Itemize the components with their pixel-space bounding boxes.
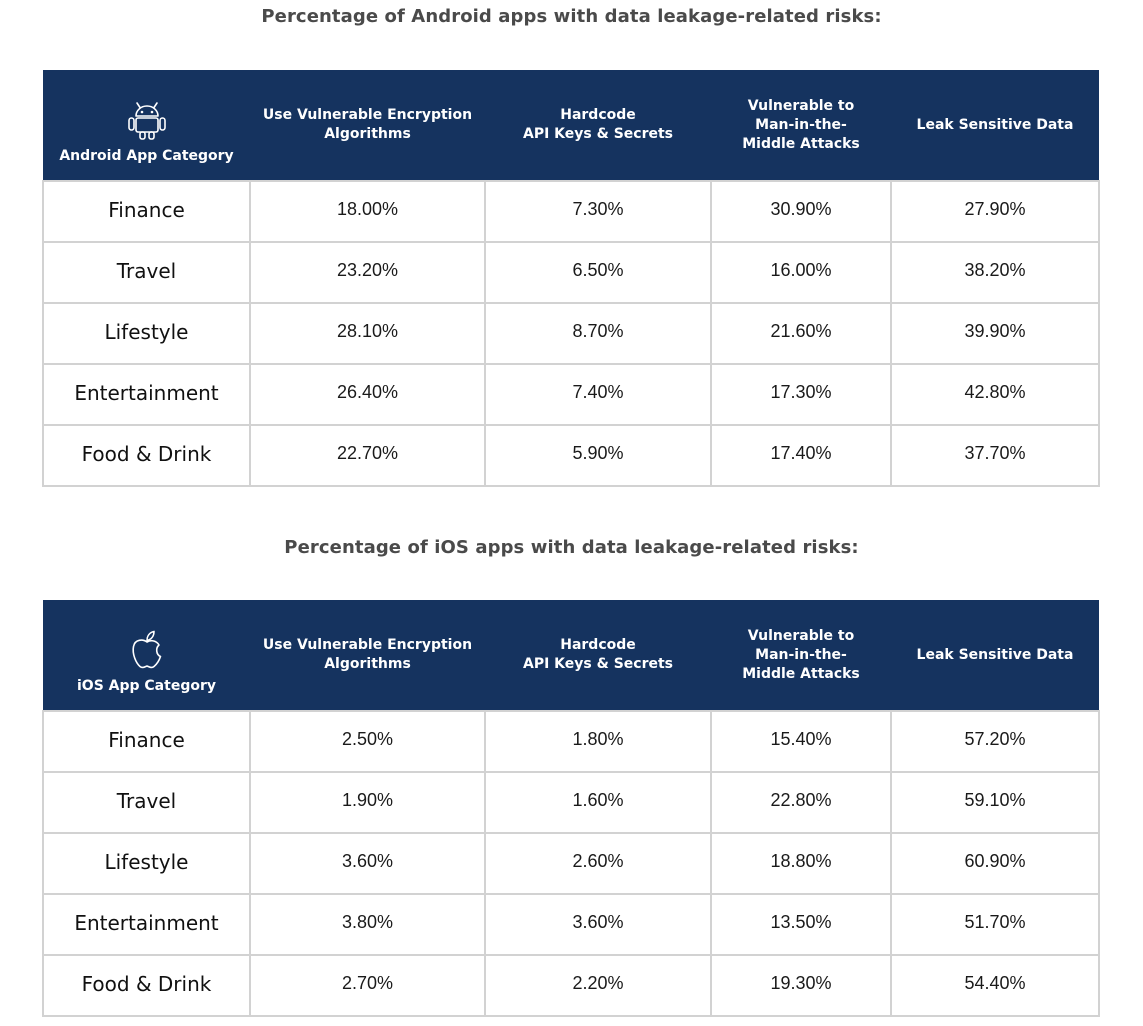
ios-leak-header: Leak Sensitive Data xyxy=(891,600,1099,711)
leak-cell: 37.70% xyxy=(890,424,1100,487)
leak-cell: 39.90% xyxy=(890,302,1100,365)
hardcode-cell: 7.40% xyxy=(484,363,712,426)
header-line: Hardcode xyxy=(560,107,636,123)
mitm-cell: 17.30% xyxy=(710,363,892,426)
header-line: Vulnerable to xyxy=(747,627,855,644)
leak-cell: 60.90% xyxy=(890,832,1100,895)
header-line: Use Vulnerable Encryption xyxy=(262,107,473,123)
leak-cell: 51.70% xyxy=(890,893,1100,956)
category-cell: Travel xyxy=(42,241,251,304)
apple-icon xyxy=(131,630,161,668)
mitm-cell: 21.60% xyxy=(710,302,892,365)
category-cell: Entertainment xyxy=(42,363,251,426)
header-line: Use Vulnerable Encryption xyxy=(262,637,473,653)
encryption-cell: 18.00% xyxy=(249,180,486,243)
category-cell: Finance xyxy=(42,180,251,243)
mitm-cell: 13.50% xyxy=(710,893,892,956)
encryption-cell: 26.40% xyxy=(249,363,486,426)
android-section-title: Percentage of Android apps with data lea… xyxy=(261,6,882,27)
header-line: Middle Attacks xyxy=(742,665,860,682)
table-row: Finance 2.50% 1.80% 15.40% 57.20% xyxy=(42,710,1100,773)
header-line: Hardcode xyxy=(560,637,636,653)
hardcode-cell: 5.90% xyxy=(484,424,712,487)
header-line: Algorithms xyxy=(324,656,411,672)
android-category-header-label: Android App Category xyxy=(59,147,234,164)
hardcode-cell: 7.30% xyxy=(484,180,712,243)
category-cell: Lifestyle xyxy=(42,302,251,365)
hardcode-cell: 3.60% xyxy=(484,893,712,956)
table-row: Travel 23.20% 6.50% 16.00% 38.20% xyxy=(42,241,1100,304)
table-row: Travel 1.90% 1.60% 22.80% 59.10% xyxy=(42,771,1100,834)
ios-section-title: Percentage of iOS apps with data leakage… xyxy=(284,537,859,558)
hardcode-cell: 2.20% xyxy=(484,954,712,1017)
table-row: Lifestyle 3.60% 2.60% 18.80% 60.90% xyxy=(42,832,1100,895)
mitm-cell: 30.90% xyxy=(710,180,892,243)
ios-mitm-header: Vulnerable to Man-in-the- Middle Attacks xyxy=(711,600,891,711)
encryption-cell: 22.70% xyxy=(249,424,486,487)
encryption-cell: 28.10% xyxy=(249,302,486,365)
leak-cell: 27.90% xyxy=(890,180,1100,243)
mitm-cell: 16.00% xyxy=(710,241,892,304)
header-line: Man-in-the- xyxy=(755,116,847,133)
category-cell: Food & Drink xyxy=(42,954,251,1017)
encryption-cell: 2.70% xyxy=(249,954,486,1017)
android-category-header: Android App Category xyxy=(43,70,250,181)
android-icon xyxy=(127,101,166,140)
hardcode-cell: 8.70% xyxy=(484,302,712,365)
hardcode-cell: 2.60% xyxy=(484,832,712,895)
android-header-row: Android App Category Use Vulnerable Encr… xyxy=(43,70,1099,181)
encryption-cell: 3.80% xyxy=(249,893,486,956)
header-line: Man-in-the- xyxy=(755,646,847,663)
ios-header-row: iOS App Category Use Vulnerable Encrypti… xyxy=(43,600,1099,711)
ios-encryption-header: Use Vulnerable Encryption Algorithms xyxy=(250,600,485,711)
table-row: Entertainment 3.80% 3.60% 13.50% 51.70% xyxy=(42,893,1100,956)
category-cell: Food & Drink xyxy=(42,424,251,487)
android-risk-table: Android App Category Use Vulnerable Encr… xyxy=(42,70,1100,487)
category-cell: Travel xyxy=(42,771,251,834)
table-row: Food & Drink 22.70% 5.90% 17.40% 37.70% xyxy=(42,424,1100,487)
android-leak-header: Leak Sensitive Data xyxy=(891,70,1099,181)
hardcode-cell: 1.60% xyxy=(484,771,712,834)
android-mitm-header: Vulnerable to Man-in-the- Middle Attacks xyxy=(711,70,891,181)
encryption-cell: 2.50% xyxy=(249,710,486,773)
leak-cell: 54.40% xyxy=(890,954,1100,1017)
table-row: Entertainment 26.40% 7.40% 17.30% 42.80% xyxy=(42,363,1100,426)
hardcode-cell: 1.80% xyxy=(484,710,712,773)
table-row: Finance 18.00% 7.30% 30.90% 27.90% xyxy=(42,180,1100,243)
leak-cell: 59.10% xyxy=(890,771,1100,834)
header-line: API Keys & Secrets xyxy=(523,656,673,672)
header-line: Algorithms xyxy=(324,126,411,142)
mitm-cell: 17.40% xyxy=(710,424,892,487)
header-line: Middle Attacks xyxy=(742,135,860,152)
leak-cell: 38.20% xyxy=(890,241,1100,304)
table-row: Food & Drink 2.70% 2.20% 19.30% 54.40% xyxy=(42,954,1100,1017)
header-line: Vulnerable to xyxy=(747,97,855,114)
mitm-cell: 15.40% xyxy=(710,710,892,773)
mitm-cell: 22.80% xyxy=(710,771,892,834)
encryption-cell: 3.60% xyxy=(249,832,486,895)
category-cell: Lifestyle xyxy=(42,832,251,895)
mitm-cell: 18.80% xyxy=(710,832,892,895)
ios-category-header-label: iOS App Category xyxy=(77,677,216,694)
encryption-cell: 23.20% xyxy=(249,241,486,304)
mitm-cell: 19.30% xyxy=(710,954,892,1017)
android-encryption-header: Use Vulnerable Encryption Algorithms xyxy=(250,70,485,181)
header-line: API Keys & Secrets xyxy=(523,126,673,142)
category-cell: Entertainment xyxy=(42,893,251,956)
leak-cell: 57.20% xyxy=(890,710,1100,773)
encryption-cell: 1.90% xyxy=(249,771,486,834)
ios-risk-table: iOS App Category Use Vulnerable Encrypti… xyxy=(42,600,1100,1017)
ios-hardcode-header: Hardcode API Keys & Secrets xyxy=(485,600,711,711)
ios-category-header: iOS App Category xyxy=(43,600,250,711)
android-hardcode-header: Hardcode API Keys & Secrets xyxy=(485,70,711,181)
category-cell: Finance xyxy=(42,710,251,773)
hardcode-cell: 6.50% xyxy=(484,241,712,304)
leak-cell: 42.80% xyxy=(890,363,1100,426)
table-row: Lifestyle 28.10% 8.70% 21.60% 39.90% xyxy=(42,302,1100,365)
